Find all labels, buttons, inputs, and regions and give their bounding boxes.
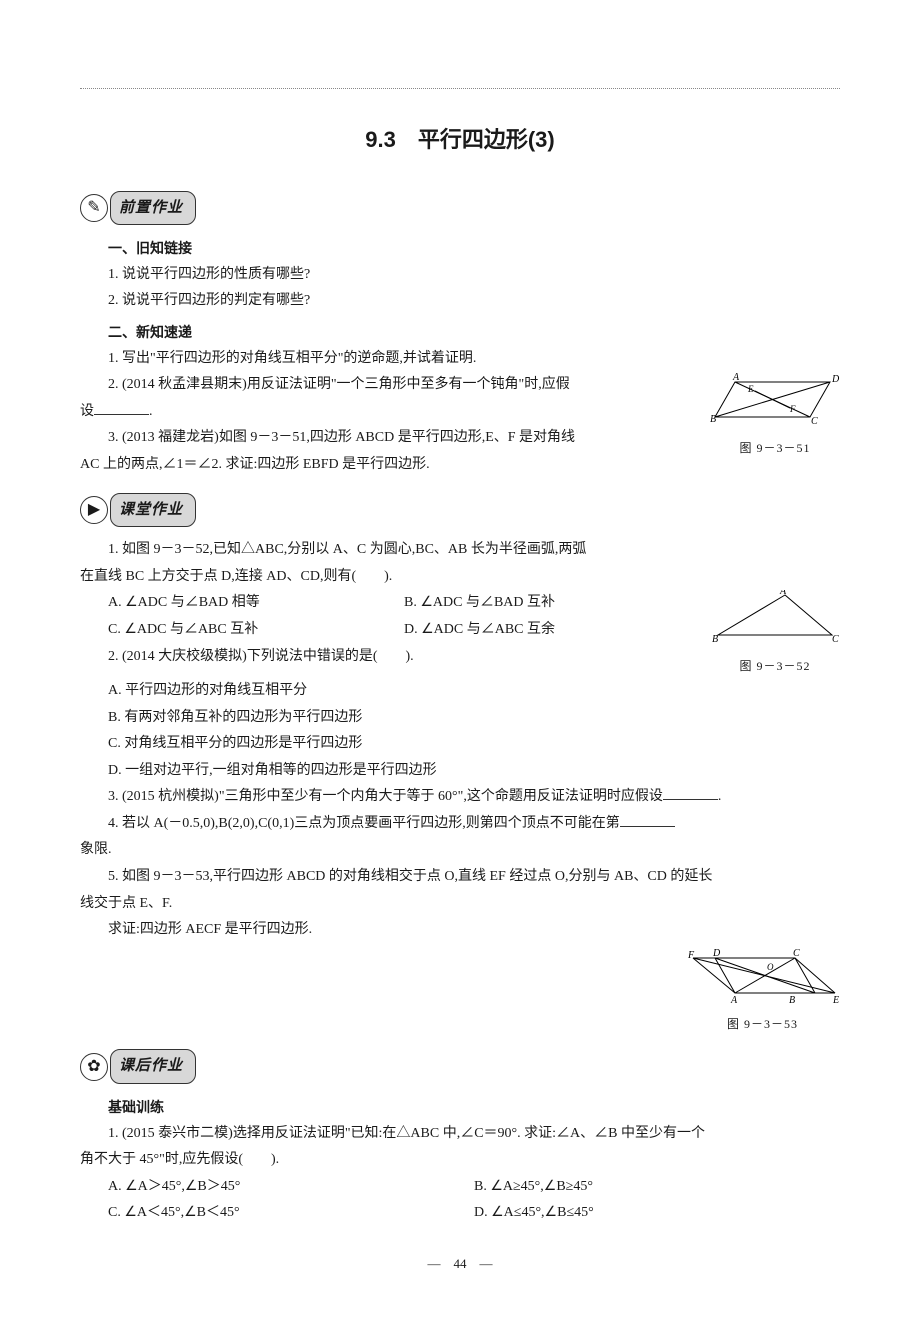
figure-9-3-53-wrapper: F D C A B E O 图 9－3－53 xyxy=(80,948,840,1036)
s1-q1: 1. 说说平行四边形的性质有哪些? xyxy=(80,262,840,289)
s1-q4c: . xyxy=(149,404,153,419)
page-number: — 44 — xyxy=(80,1252,840,1277)
svg-text:A: A xyxy=(732,372,740,383)
s2-q2-opt-b: B. 有两对邻角互补的四边形为平行四边形 xyxy=(108,705,840,732)
flower-icon: ✿ xyxy=(80,1053,108,1081)
svg-text:F: F xyxy=(789,404,796,414)
parallelogram-diagram-icon: A D B C E F xyxy=(710,372,840,427)
page-title: 9.3 平行四边形(3) xyxy=(80,119,840,161)
section-badge-after: ✿ 课后作业 xyxy=(80,1049,840,1084)
figure-9-3-51: A D B C E F 图 9－3－51 xyxy=(710,372,840,460)
s1-q2: 2. 说说平行四边形的判定有哪些? xyxy=(80,288,840,315)
s2-q1-opt-c: C. ∠ADC 与∠ABC 互补 xyxy=(108,617,404,644)
s2-q3: 3. (2015 杭州模拟)"三角形中至少有一个内角大于等于 60°",这个命题… xyxy=(80,784,840,811)
fig3-caption: 图 9－3－53 xyxy=(685,1013,840,1036)
s2-q4a: 4. 若以 A(－0.5,0),B(2,0),C(0,1)三点为顶点要画平行四边… xyxy=(108,816,620,831)
play-icon: ▶ xyxy=(80,496,108,524)
s2-q1a: 1. 如图 9－3－52,已知△ABC,分别以 A、C 为圆心,BC、AB 长为… xyxy=(80,537,840,564)
section-label-after: 课后作业 xyxy=(110,1049,196,1084)
svg-text:C: C xyxy=(793,948,800,959)
s1-q4a: 2. (2014 秋孟津县期末)用反证法证明"一个三角形中至多有一个钝角"时,应… xyxy=(80,372,700,399)
s2-q5b: 线交于点 E、F. xyxy=(80,891,840,918)
s2-q3b: . xyxy=(718,789,722,804)
figure-9-3-52: A B C 图 9－3－52 xyxy=(710,590,840,678)
s2-q1b: 在直线 BC 上方交于点 D,连接 AD、CD,则有( ). xyxy=(80,564,840,591)
s2-q2-opt-d: D. 一组对边平行,一组对角相等的四边形是平行四边形 xyxy=(108,758,840,785)
s2-q5c: 求证:四边形 AECF 是平行四边形. xyxy=(80,917,840,944)
s2-q2: 2. (2014 大庆校级模拟)下列说法中错误的是( ). xyxy=(80,644,700,671)
s3-q1-opt-a: A. ∠A＞45°,∠B＞45° xyxy=(108,1174,474,1201)
s2-q1-opt-b: B. ∠ADC 与∠BAD 互补 xyxy=(404,590,700,617)
s1-q3: 1. 写出"平行四边形的对角线互相平分"的逆命题,并试着证明. xyxy=(80,346,840,373)
row-q1opts-fig2: A. ∠ADC 与∠BAD 相等 B. ∠ADC 与∠BAD 互补 C. ∠AD… xyxy=(80,590,840,678)
s2-q1-opt-d: D. ∠ADC 与∠ABC 互余 xyxy=(404,617,700,644)
section-label-class: 课堂作业 xyxy=(110,493,196,528)
svg-text:E: E xyxy=(832,995,839,1003)
pencil-icon: ✎ xyxy=(80,194,108,222)
s2-q3a: 3. (2015 杭州模拟)"三角形中至少有一个内角大于等于 60°",这个命题… xyxy=(108,789,663,804)
svg-text:D: D xyxy=(831,374,840,385)
s3-q1-opt-b: B. ∠A≥45°,∠B≥45° xyxy=(474,1174,840,1201)
s2-q5a: 5. 如图 9－3－53,平行四边形 ABCD 的对角线相交于点 O,直线 EF… xyxy=(80,864,840,891)
sub-heading-3: 基础训练 xyxy=(80,1094,840,1121)
s1-q5a: 3. (2013 福建龙岩)如图 9－3－51,四边形 ABCD 是平行四边形,… xyxy=(80,425,700,452)
svg-text:C: C xyxy=(832,634,839,645)
s2-q1-opt-a: A. ∠ADC 与∠BAD 相等 xyxy=(108,590,404,617)
s2-q1-options: A. ∠ADC 与∠BAD 相等 B. ∠ADC 与∠BAD 互补 C. ∠AD… xyxy=(80,590,700,643)
s2-q2-opt-a: A. 平行四边形的对角线互相平分 xyxy=(108,678,840,705)
s3-q1b: 角不大于 45°"时,应先假设( ). xyxy=(80,1147,840,1174)
blank-3 xyxy=(620,813,675,827)
row-q4-fig1: 2. (2014 秋孟津县期末)用反证法证明"一个三角形中至多有一个钝角"时,应… xyxy=(80,372,840,478)
svg-text:A: A xyxy=(730,995,738,1003)
s3-q1-opt-d: D. ∠A≤45°,∠B≤45° xyxy=(474,1200,840,1227)
s3-q1a: 1. (2015 泰兴市二模)选择用反证法证明"已知:在△ABC 中,∠C＝90… xyxy=(80,1121,840,1148)
sub-heading-2: 二、新知速递 xyxy=(80,319,840,346)
svg-text:F: F xyxy=(687,950,695,961)
parallelogram-ef-diagram-icon: F D C A B E O xyxy=(685,948,840,1003)
svg-text:E: E xyxy=(747,384,754,394)
s2-q4: 4. 若以 A(－0.5,0),B(2,0),C(0,1)三点为顶点要画平行四边… xyxy=(80,811,840,838)
figure-9-3-53: F D C A B E O 图 9－3－53 xyxy=(685,948,840,1036)
s3-q1-opt-c: C. ∠A＜45°,∠B＜45° xyxy=(108,1200,474,1227)
s1-q5b: AC 上的两点,∠1＝∠2. 求证:四边形 EBFD 是平行四边形. xyxy=(80,452,700,479)
svg-text:A: A xyxy=(779,590,787,597)
svg-text:B: B xyxy=(712,634,718,645)
top-dotted-rule xyxy=(80,88,840,89)
s2-q2-opt-c: C. 对角线互相平分的四边形是平行四边形 xyxy=(108,731,840,758)
section-label-pre: 前置作业 xyxy=(110,191,196,226)
section-badge-class: ▶ 课堂作业 xyxy=(80,493,840,528)
svg-text:O: O xyxy=(767,962,774,972)
svg-text:C: C xyxy=(811,416,818,427)
fig2-caption: 图 9－3－52 xyxy=(710,655,840,678)
triangle-diagram-icon: A B C xyxy=(710,590,840,645)
svg-text:D: D xyxy=(712,948,721,959)
s2-q4b: 象限. xyxy=(80,837,840,864)
s3-q1-options: A. ∠A＞45°,∠B＞45° B. ∠A≥45°,∠B≥45° C. ∠A＜… xyxy=(80,1174,840,1227)
fig1-caption: 图 9－3－51 xyxy=(710,437,840,460)
s1-q4b: 设 xyxy=(80,404,94,419)
s1-q4-line2: 设. xyxy=(80,399,700,426)
blank-1 xyxy=(94,401,149,415)
s2-q2-options: A. 平行四边形的对角线互相平分 B. 有两对邻角互补的四边形为平行四边形 C.… xyxy=(80,678,840,784)
svg-text:B: B xyxy=(789,995,795,1003)
section-badge-pre: ✎ 前置作业 xyxy=(80,191,840,226)
blank-2 xyxy=(663,786,718,800)
svg-text:B: B xyxy=(710,414,716,425)
sub-heading-1: 一、旧知链接 xyxy=(80,235,840,262)
